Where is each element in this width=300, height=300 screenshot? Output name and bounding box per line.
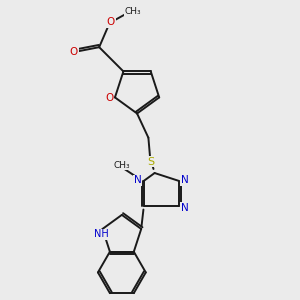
Text: N: N bbox=[134, 175, 142, 185]
Text: O: O bbox=[105, 93, 113, 103]
Text: CH₃: CH₃ bbox=[113, 161, 130, 170]
Text: CH₃: CH₃ bbox=[124, 7, 141, 16]
Text: NH: NH bbox=[94, 229, 108, 239]
Text: O: O bbox=[70, 47, 78, 57]
Text: N: N bbox=[181, 175, 188, 185]
Text: S: S bbox=[148, 157, 155, 166]
Text: N: N bbox=[181, 203, 188, 213]
Text: O: O bbox=[107, 17, 115, 27]
